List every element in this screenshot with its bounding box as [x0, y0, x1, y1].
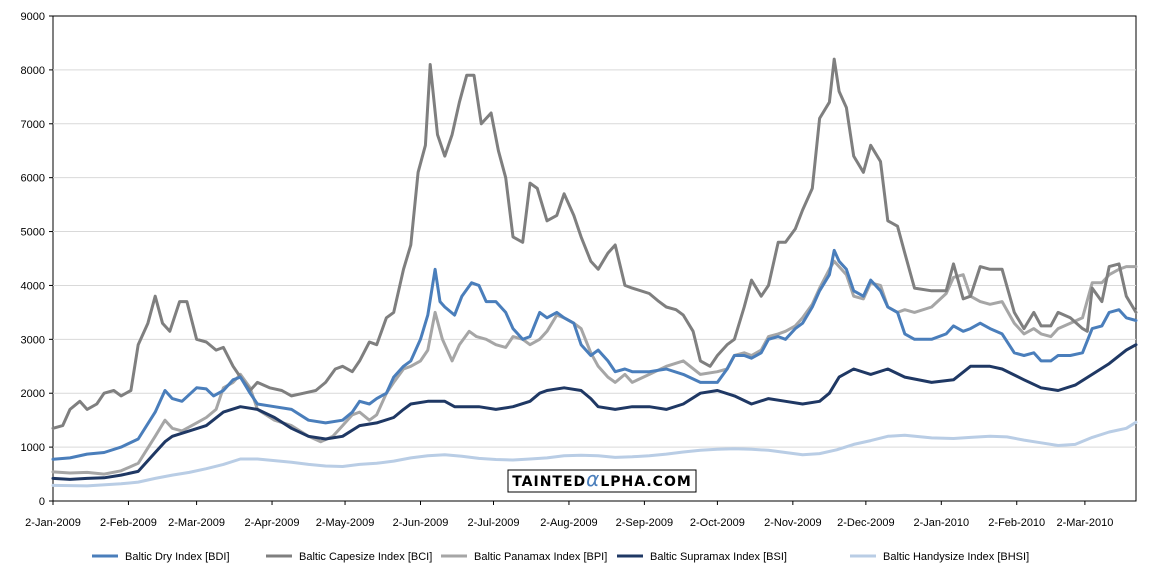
x-tick-label: 2-Feb-2009: [100, 517, 157, 529]
watermark: TAINTEDαLPHA.COM: [507, 467, 697, 493]
watermark-prefix: TAINTED: [512, 474, 586, 490]
gridlines: [53, 69, 1136, 448]
x-tick-label: 2-Sep-2009: [616, 517, 674, 529]
series-line-1: [51, 248, 1138, 461]
y-tick-label: 7000: [21, 119, 45, 131]
y-tick-label: 8000: [21, 65, 45, 77]
x-tick-label: 2-Jun-2009: [393, 517, 449, 529]
x-tick-label: 2-Jan-2009: [25, 517, 81, 529]
x-tick-label: 2-Oct-2009: [690, 517, 745, 529]
y-tick-label: 5000: [21, 227, 45, 239]
x-tick-label: 2-Dec-2009: [837, 517, 894, 529]
legend-label: Baltic Capesize Index [BCI]: [299, 551, 432, 563]
x-tick-label: 2-Jul-2009: [468, 517, 520, 529]
plot-area: [52, 15, 1137, 502]
x-tick-label: 2-Jan-2010: [913, 517, 969, 529]
watermark-alpha-symbol: α: [586, 467, 600, 491]
watermark-suffix: LPHA.COM: [600, 474, 691, 490]
legend-items: Baltic Dry Index [BDI] Baltic Capesize In…: [92, 551, 1029, 563]
legend-label: Baltic Supramax Index [BSI]: [650, 551, 787, 563]
x-tick-label: 2-Mar-2009: [168, 517, 225, 529]
series-line-4: [51, 343, 1138, 481]
watermark-text: TAINTEDαLPHA.COM: [512, 467, 692, 491]
legend: [53, 545, 1136, 567]
x-tick-label: 2-Feb-2010: [988, 517, 1045, 529]
watermark-box: [507, 469, 697, 493]
legend-label: Baltic Dry Index [BDI]: [125, 551, 230, 563]
y-tick-label: 6000: [21, 173, 45, 185]
y-tick-label: 0: [39, 496, 45, 508]
y-tick-label: 2000: [21, 388, 45, 400]
y-tick-label: 1000: [21, 442, 45, 454]
y-tick-label: 4000: [21, 280, 45, 292]
y-tick-label: 9000: [21, 11, 45, 23]
legend-label: Baltic Panamax Index [BPI]: [474, 551, 607, 563]
series-line-5: [51, 420, 1138, 488]
x-tick-label: 2-Nov-2009: [764, 517, 821, 529]
legend-label: Baltic Handysize Index [BHSI]: [883, 551, 1029, 563]
x-axis-tick-labels: 2-Jan-2009 2-Feb-2009 2-Mar-2009 2-Apr-2009…: [25, 501, 1113, 529]
x-tick-label: 2-Apr-2009: [245, 517, 300, 529]
series-line-3: [51, 259, 1138, 476]
series-lines: [51, 57, 1138, 488]
x-tick-label: 2-May-2009: [316, 517, 375, 529]
x-tick-label: 2-Aug-2009: [540, 517, 598, 529]
series-line-2: [51, 57, 1138, 430]
y-tick-label: 3000: [21, 334, 45, 346]
y-axis-tick-labels: 0 1000 2000 3000 4000 5000 6000 7000 8000 9000: [21, 11, 53, 508]
x-tick-label: 2-Mar-2010: [1056, 517, 1113, 529]
